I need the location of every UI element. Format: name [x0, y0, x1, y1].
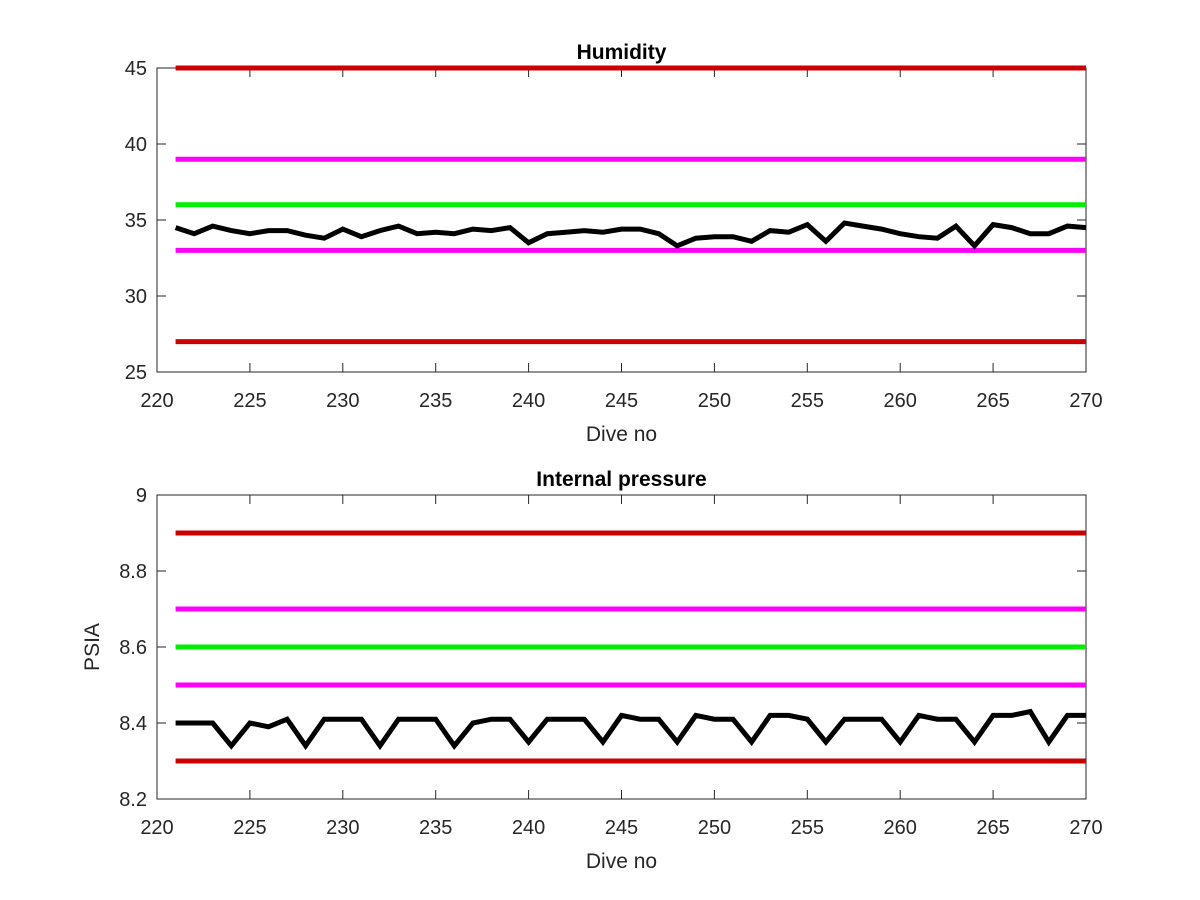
x-tick-label: 240 — [512, 390, 545, 412]
x-tick-label: 265 — [976, 390, 1009, 412]
x-tick-label: 235 — [419, 817, 452, 839]
x-tick-label: 230 — [326, 390, 359, 412]
x-tick-label: 235 — [419, 390, 452, 412]
x-tick-label: 245 — [605, 817, 638, 839]
x-axis-label: Dive no — [586, 423, 657, 446]
x-tick-label: 220 — [140, 817, 173, 839]
x-tick-label: 230 — [326, 817, 359, 839]
x-tick-label: 260 — [884, 390, 917, 412]
x-tick-label: 255 — [791, 390, 824, 412]
y-tick-label: 45 — [125, 58, 147, 80]
x-tick-label: 270 — [1069, 817, 1102, 839]
x-axis-label: Dive no — [586, 850, 657, 873]
y-tick-label: 35 — [125, 210, 147, 232]
y-tick-label: 30 — [125, 286, 147, 308]
y-tick-label: 40 — [125, 134, 147, 156]
y-tick-label: 8.8 — [119, 561, 147, 583]
x-tick-label: 245 — [605, 390, 638, 412]
x-tick-label: 225 — [233, 390, 266, 412]
y-tick-label: 8.6 — [119, 637, 147, 659]
y-axis-label: PSIA — [81, 623, 104, 671]
y-tick-label: 9 — [136, 485, 147, 507]
plot-area-frame — [156, 67, 1087, 373]
series-line — [174, 220, 1087, 250]
chart-1: 220 225 230 235 240 245 250 255 260 265 270 25 30 35 4… — [125, 41, 1103, 446]
x-tick-label: 270 — [1069, 390, 1102, 412]
x-tick-label: 265 — [976, 817, 1009, 839]
y-tick-label: 8.4 — [119, 713, 147, 735]
series-line — [175, 708, 1086, 751]
y-tick-label: 8.2 — [119, 789, 147, 811]
x-tick-label: 260 — [884, 817, 917, 839]
x-tick-label: 250 — [698, 817, 731, 839]
x-tick-label: 225 — [233, 817, 266, 839]
chart-2: 220 225 230 235 240 245 250 255 260 265 270 8.2 8.4 8… — [81, 468, 1103, 873]
chart-title: Humidity — [577, 41, 667, 64]
x-tick-label: 255 — [791, 817, 824, 839]
chart-title: Internal pressure — [536, 468, 706, 491]
x-tick-label: 250 — [698, 390, 731, 412]
x-tick-label: 220 — [140, 390, 173, 412]
x-tick-label: 240 — [512, 817, 545, 839]
y-tick-label: 25 — [125, 362, 147, 384]
